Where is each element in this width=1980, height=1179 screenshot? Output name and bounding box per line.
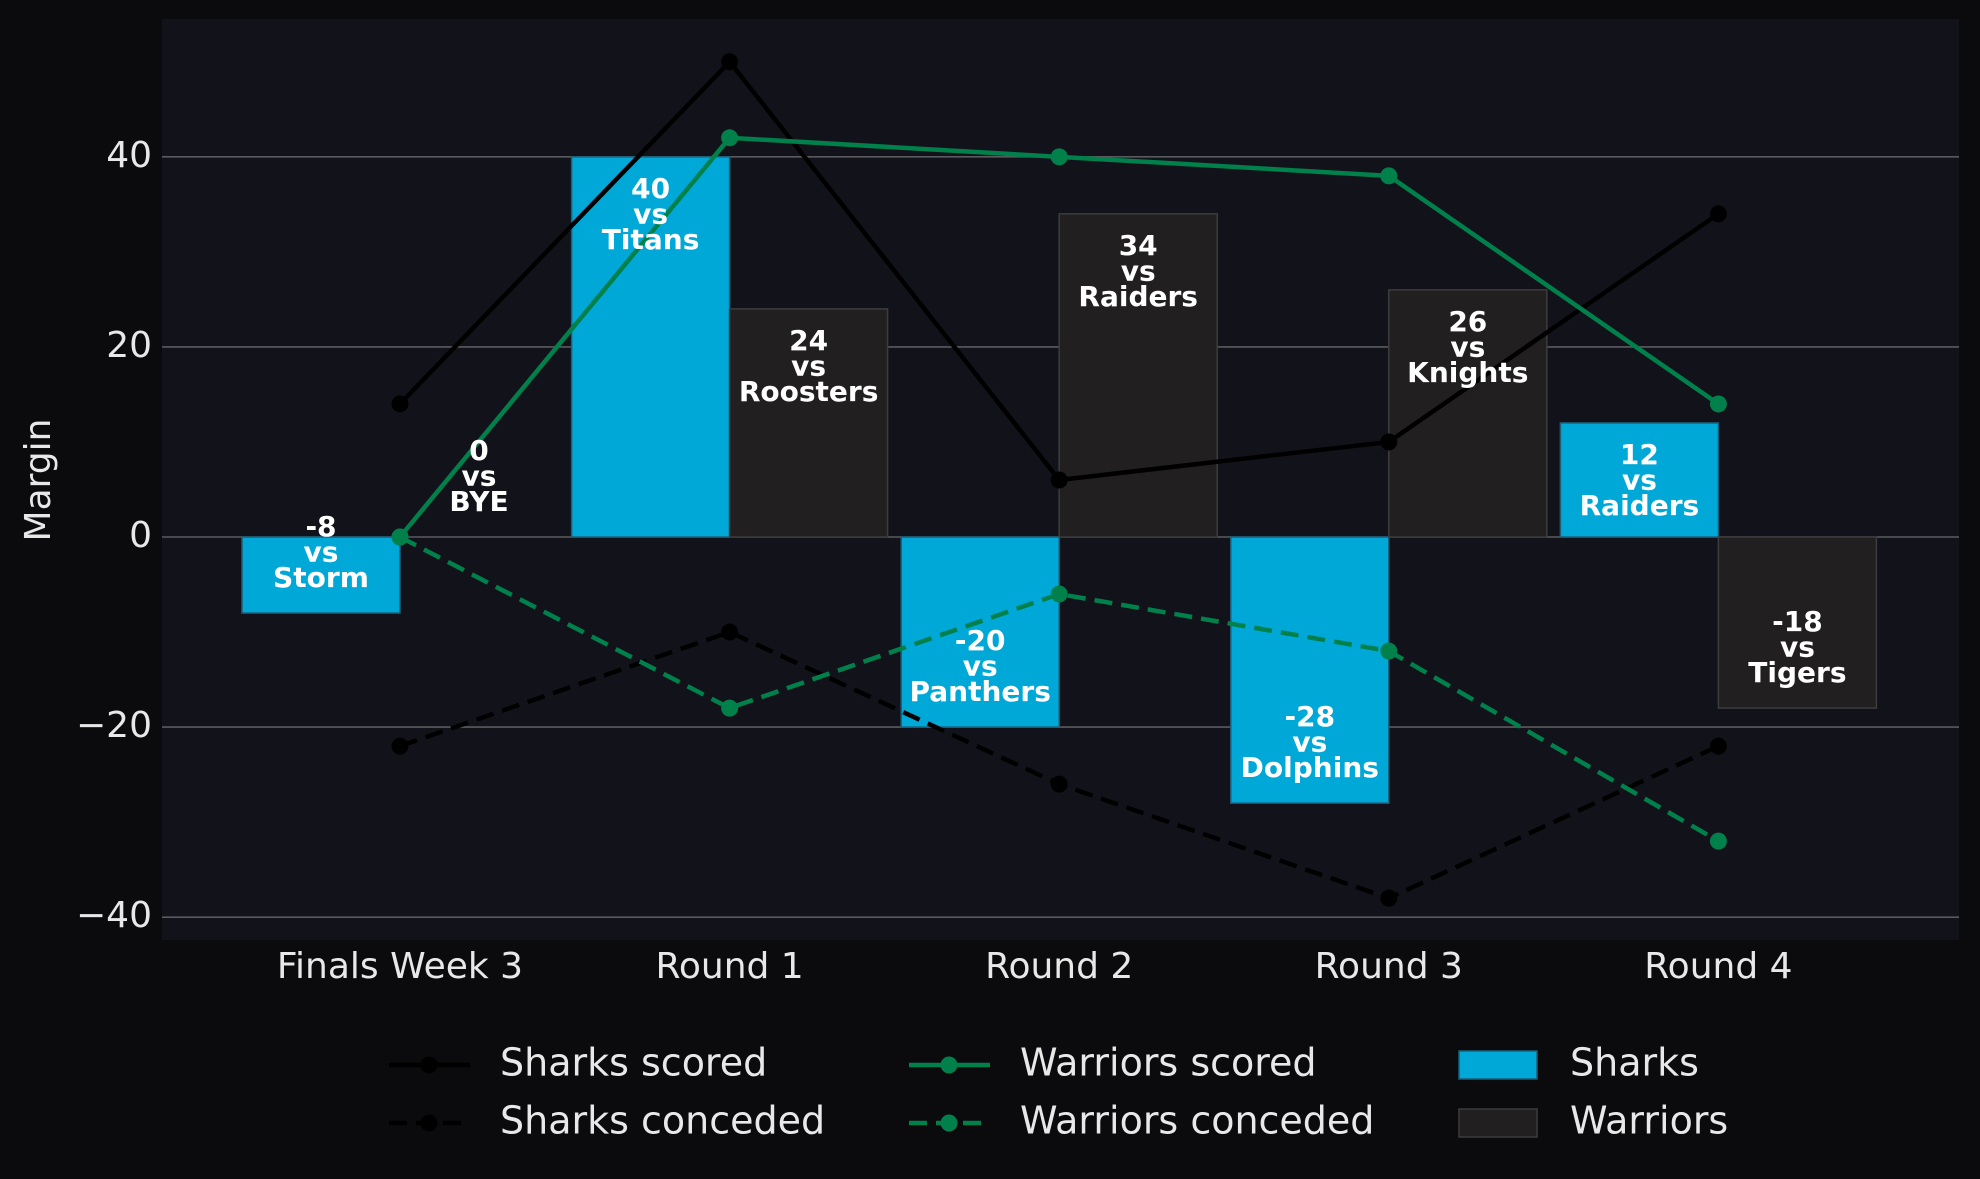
y-tick-label: 0 bbox=[129, 515, 152, 556]
data-label: vs bbox=[963, 650, 998, 683]
marker bbox=[1709, 205, 1727, 223]
bar bbox=[1559, 422, 1720, 538]
marker bbox=[1380, 889, 1398, 907]
data-label: Titans bbox=[602, 223, 700, 256]
marker bbox=[1050, 471, 1068, 489]
data-label: vs bbox=[1450, 330, 1485, 363]
y-tick-label: 40 bbox=[106, 135, 152, 176]
data-label: 26 bbox=[1448, 305, 1487, 338]
data-label: Dolphins bbox=[1241, 751, 1379, 784]
data-label: vs bbox=[1292, 726, 1327, 759]
data-label: vs bbox=[791, 349, 826, 382]
x-tick-label: Finals Week 3 bbox=[277, 946, 523, 987]
data-label: -28 bbox=[1285, 700, 1336, 733]
marker bbox=[391, 528, 409, 546]
marker bbox=[391, 395, 409, 413]
data-label: vs bbox=[633, 197, 668, 230]
legend-label: Warriors bbox=[1570, 1099, 1728, 1143]
legend-marker bbox=[420, 1114, 438, 1132]
legend-label: Warriors conceded bbox=[1020, 1099, 1374, 1143]
marker bbox=[1380, 167, 1398, 185]
data-label: vs bbox=[1780, 631, 1815, 664]
data-label: Knights bbox=[1407, 356, 1528, 389]
marker bbox=[721, 129, 739, 147]
bar bbox=[728, 308, 889, 538]
legend-label: Sharks scored bbox=[500, 1041, 767, 1085]
bar bbox=[241, 536, 401, 614]
data-label: vs bbox=[462, 460, 497, 493]
data-label: vs bbox=[1121, 254, 1156, 287]
bar bbox=[900, 536, 1060, 728]
marker bbox=[1709, 395, 1727, 413]
legend-label: Sharks conceded bbox=[500, 1099, 825, 1143]
data-label: Panthers bbox=[910, 675, 1051, 708]
data-label: Roosters bbox=[739, 375, 879, 408]
marker bbox=[1380, 433, 1398, 451]
legend-marker bbox=[940, 1114, 958, 1132]
bar bbox=[1230, 536, 1390, 804]
marker bbox=[721, 53, 739, 71]
y-tick-label: 20 bbox=[106, 325, 152, 366]
data-label: 0 bbox=[469, 434, 488, 467]
x-tick-label: Round 4 bbox=[1644, 946, 1792, 987]
data-label: Tigers bbox=[1748, 656, 1846, 689]
line bbox=[398, 535, 1720, 844]
y-tick-label: −40 bbox=[76, 895, 152, 936]
legend-label: Sharks bbox=[1570, 1041, 1699, 1085]
marker bbox=[1380, 642, 1398, 660]
data-label: Storm bbox=[273, 561, 369, 594]
x-tick-label: Round 3 bbox=[1315, 946, 1463, 987]
marker bbox=[391, 737, 409, 755]
marker bbox=[721, 699, 739, 717]
marker bbox=[1050, 148, 1068, 166]
data-label: -8 bbox=[305, 510, 336, 543]
marker bbox=[721, 623, 739, 641]
data-label: vs bbox=[1622, 463, 1657, 496]
bar bbox=[1717, 536, 1878, 709]
marker bbox=[1050, 775, 1068, 793]
bar bbox=[1058, 213, 1218, 538]
legend-label: Warriors scored bbox=[1020, 1041, 1317, 1085]
data-label: vs bbox=[304, 536, 339, 569]
data-label: Raiders bbox=[1580, 489, 1700, 522]
legend-marker bbox=[940, 1056, 958, 1074]
x-tick-label: Round 1 bbox=[655, 946, 803, 987]
data-label: 40 bbox=[631, 172, 670, 205]
data-label: 12 bbox=[1620, 438, 1659, 471]
legend-swatch bbox=[1458, 1108, 1538, 1138]
marker bbox=[1050, 585, 1068, 603]
x-tick-label: Round 2 bbox=[985, 946, 1133, 987]
y-tick-label: −20 bbox=[76, 705, 152, 746]
marker bbox=[1709, 832, 1727, 850]
marker bbox=[1709, 737, 1727, 755]
legend-marker bbox=[420, 1056, 438, 1074]
data-label: -18 bbox=[1772, 605, 1823, 638]
bar bbox=[570, 156, 731, 538]
y-axis-label: Margin bbox=[18, 419, 59, 542]
data-label: BYE bbox=[449, 485, 508, 518]
data-label: Raiders bbox=[1078, 280, 1198, 313]
data-label: -20 bbox=[955, 624, 1006, 657]
legend-swatch bbox=[1458, 1050, 1538, 1080]
data-label: 34 bbox=[1119, 229, 1158, 262]
bar bbox=[1388, 289, 1548, 538]
data-label: 24 bbox=[789, 324, 828, 357]
